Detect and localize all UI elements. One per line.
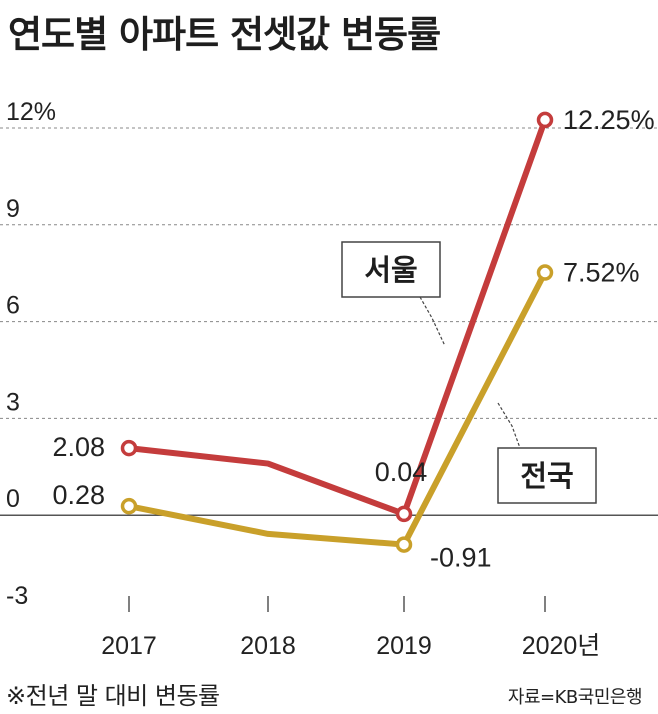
data-point	[395, 536, 413, 553]
x-tick-label: 2017	[101, 632, 157, 660]
series-line-national	[126, 269, 548, 548]
x-tick-label: 2019	[376, 632, 432, 660]
series-line-seoul	[126, 116, 548, 517]
data-label: 0.04	[375, 457, 428, 487]
grid-lines	[0, 127, 658, 516]
source-credit: 자료=KB국민은행	[507, 687, 643, 708]
data-label: 12.25%	[563, 105, 655, 135]
data-label: -0.91	[430, 543, 492, 573]
footnote: ※전년 말 대비 변동률	[6, 682, 220, 710]
data-point	[120, 497, 138, 515]
y-axis-ticks: 12% 9 6 3 0 -3	[6, 98, 56, 610]
y-tick-label: -3	[6, 582, 28, 610]
y-tick-label: 6	[6, 292, 20, 320]
data-label: 0.28	[52, 480, 105, 510]
x-tick-label: 2020년	[522, 632, 601, 660]
callout-box	[497, 447, 597, 504]
callout-box	[341, 241, 441, 298]
data-point	[536, 111, 554, 129]
data-label: 2.08	[52, 432, 105, 462]
legend-label-seoul: 서울	[364, 253, 417, 287]
data-point	[120, 439, 138, 457]
x-axis-ticks: 2017 2018 2019 2020년	[101, 596, 600, 660]
y-tick-label: 12%	[6, 98, 56, 126]
data-point	[536, 264, 554, 281]
data-label: 7.52%	[563, 258, 640, 288]
y-tick-label: 3	[6, 388, 20, 416]
series-lines	[120, 111, 554, 553]
legend-label-national: 전국	[520, 459, 573, 493]
y-tick-label: 9	[6, 195, 20, 223]
x-tick-label: 2018	[240, 632, 296, 660]
data-point	[395, 505, 413, 523]
callout-leader	[497, 402, 521, 449]
data-labels: 2.08 0.04 12.25% 0.28 -0.91 7.52%	[52, 105, 654, 573]
y-tick-label: 0	[6, 485, 20, 513]
chart-title: 연도별 아파트 전셋값 변동률	[8, 13, 441, 56]
